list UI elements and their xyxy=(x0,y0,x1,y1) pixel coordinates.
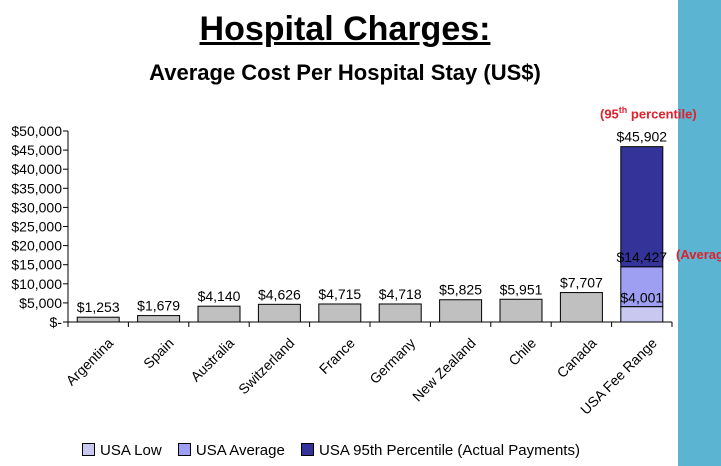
y-tick-label: $15,000 xyxy=(11,257,62,273)
bar-value-label: $4,715 xyxy=(318,286,361,302)
bar-3 xyxy=(257,303,301,323)
bar-value-label: $5,951 xyxy=(500,281,543,297)
usa-bar-low xyxy=(620,306,664,323)
percentile-prefix: (95 xyxy=(600,106,619,122)
y-tick-label: $20,000 xyxy=(11,238,62,254)
legend-item-usa-p95: USA 95th Percentile (Actual Payments) xyxy=(301,442,580,459)
usa-low-label: $4,001 xyxy=(620,290,663,306)
x-tick-label: Australia xyxy=(187,335,237,385)
bar-value-label: $1,253 xyxy=(77,299,120,315)
bar-value-label: $4,718 xyxy=(379,286,422,302)
percentile-annotation: (95th percentile) xyxy=(600,105,697,121)
percentile-suffix: percentile) xyxy=(627,106,697,122)
side-accent-bar xyxy=(678,0,721,466)
percentile-sup: th xyxy=(618,105,628,115)
chart-subtitle: Average Cost Per Hospital Stay (US$) xyxy=(149,60,541,85)
y-tick-label: $45,000 xyxy=(11,142,62,158)
y-tick-label: $5,000 xyxy=(19,295,62,311)
y-tick-label: $25,000 xyxy=(11,219,62,235)
usa-bar-p95 xyxy=(620,146,664,268)
bar-0 xyxy=(76,316,120,323)
x-tick-label: New Zealand xyxy=(409,335,479,405)
bar-value-label: $4,140 xyxy=(198,288,241,304)
x-tick-label: Canada xyxy=(554,335,600,381)
x-tick-label: France xyxy=(316,335,358,377)
x-tick-label: Chile xyxy=(505,335,539,369)
usa-average-label: $14,427 xyxy=(616,249,667,265)
bar-4 xyxy=(318,303,362,323)
bar-value-label: $4,626 xyxy=(258,286,301,302)
bar-6 xyxy=(439,299,483,323)
usa-bar-average xyxy=(620,266,664,308)
legend: USA Low USA Average USA 95th Percentile … xyxy=(82,442,592,459)
legend-swatch-p95 xyxy=(301,443,314,456)
average-annotation: (Average) xyxy=(676,247,721,262)
y-tick-label: $40,000 xyxy=(11,161,62,177)
bar-1 xyxy=(137,315,181,323)
bar-value-label: $5,825 xyxy=(439,282,482,298)
bar-chart: $- $5,000 $10,000 $15,000 $20,000 $25,000 $30,… xyxy=(11,123,673,418)
bar-5 xyxy=(378,303,422,323)
legend-item-usa-low: USA Low xyxy=(82,442,162,459)
x-tick-label: Switzerland xyxy=(235,335,297,397)
y-tick-label: $- xyxy=(50,314,63,330)
bar-value-label: $1,679 xyxy=(137,298,180,314)
legend-label-p95: USA 95th Percentile (Actual Payments) xyxy=(319,442,580,459)
x-tick-label: Argentina xyxy=(63,335,117,389)
bar-2 xyxy=(197,305,241,323)
legend-label-low: USA Low xyxy=(100,442,162,459)
y-tick-label: $35,000 xyxy=(11,180,62,196)
x-tick-label: Germany xyxy=(366,335,418,387)
legend-label-average: USA Average xyxy=(195,442,285,459)
legend-swatch-low xyxy=(82,443,95,456)
bar-7 xyxy=(499,298,543,323)
y-tick-label: $50,000 xyxy=(11,123,62,139)
bar-8 xyxy=(559,292,603,323)
legend-swatch-average xyxy=(177,443,191,456)
chart-title: Hospital Charges: xyxy=(199,10,491,48)
usa-p95-label: $45,902 xyxy=(616,129,667,145)
x-tick-label: Spain xyxy=(140,335,177,372)
y-tick-label: $30,000 xyxy=(11,199,62,215)
bar-value-label: $7,707 xyxy=(560,275,603,291)
y-tick-label: $10,000 xyxy=(11,276,62,292)
legend-item-usa-average: USA Average xyxy=(177,442,285,459)
